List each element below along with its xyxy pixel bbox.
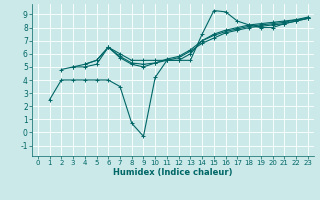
X-axis label: Humidex (Indice chaleur): Humidex (Indice chaleur) bbox=[113, 168, 233, 177]
